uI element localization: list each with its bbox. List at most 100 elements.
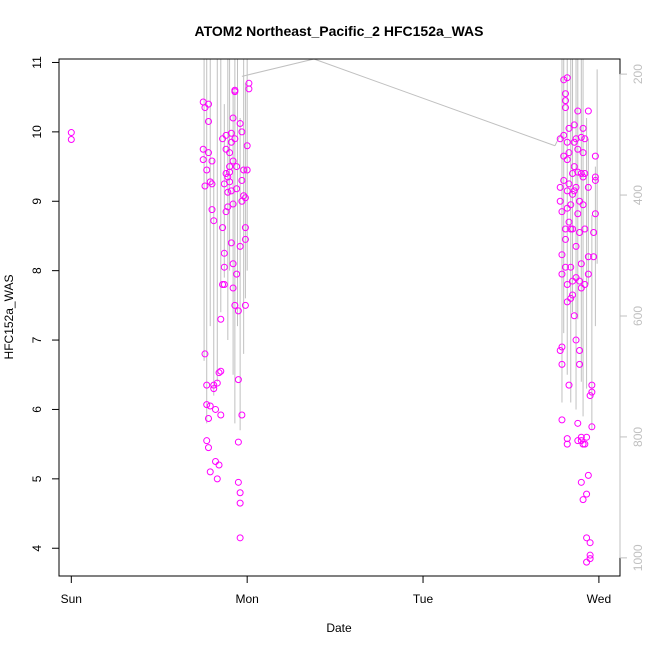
data-point — [579, 201, 587, 209]
data-point — [201, 182, 209, 190]
data-point — [203, 437, 211, 445]
data-point — [574, 107, 582, 115]
data-point — [563, 298, 571, 306]
data-point — [236, 242, 244, 250]
data-point — [581, 170, 589, 178]
data-point — [591, 210, 599, 218]
data-point — [234, 478, 242, 486]
y-axis-label: HFC152a_WAS — [2, 275, 16, 360]
data-point — [563, 204, 571, 212]
x-tick-label: Mon — [236, 592, 259, 606]
data-point — [565, 149, 573, 157]
x-axis-label: Date — [326, 621, 352, 635]
data-point — [233, 185, 241, 193]
data-point — [226, 178, 234, 186]
data-point — [581, 281, 589, 289]
data-point — [569, 225, 577, 233]
data-point — [224, 203, 232, 211]
data-point — [576, 197, 584, 205]
data-point — [222, 145, 230, 153]
data-point — [583, 433, 591, 441]
data-point — [219, 135, 227, 143]
data-point — [590, 253, 598, 261]
data-point — [563, 156, 571, 164]
data-point — [584, 471, 592, 479]
data-point — [558, 251, 566, 259]
data-point — [236, 499, 244, 507]
data-point — [563, 138, 571, 146]
data-point — [574, 437, 582, 445]
data-point — [199, 145, 207, 153]
secondary-line-segment — [241, 58, 315, 77]
data-point — [224, 173, 232, 181]
data-point — [579, 173, 587, 181]
data-point — [577, 478, 585, 486]
data-point — [586, 551, 594, 559]
data-points — [67, 74, 599, 566]
data-point — [569, 190, 577, 198]
data-point — [556, 135, 564, 143]
data-point — [226, 149, 234, 157]
data-point — [220, 281, 228, 289]
data-point — [229, 157, 237, 165]
data-point — [229, 200, 237, 208]
data-point — [234, 438, 242, 446]
data-point — [229, 284, 237, 292]
data-point — [572, 135, 580, 143]
data-point — [577, 170, 585, 178]
data-point — [206, 402, 214, 410]
data-point — [588, 388, 596, 396]
secondary-y-tick-label: 600 — [631, 306, 645, 326]
data-point — [561, 97, 569, 105]
data-point — [217, 315, 225, 323]
data-point — [210, 381, 218, 389]
data-point — [586, 539, 594, 547]
data-point — [240, 166, 248, 174]
data-point — [561, 90, 569, 98]
data-point — [584, 253, 592, 261]
data-point — [579, 124, 587, 132]
data-point — [574, 168, 582, 176]
data-point — [199, 156, 207, 164]
data-point — [558, 416, 566, 424]
data-point — [204, 149, 212, 157]
data-point — [560, 152, 568, 160]
data-point — [222, 170, 230, 178]
data-point — [583, 534, 591, 542]
data-point — [234, 376, 242, 384]
data-point — [208, 157, 216, 165]
data-point — [212, 405, 220, 413]
data-point — [204, 414, 212, 422]
data-point — [590, 228, 598, 236]
data-point — [577, 284, 585, 292]
y-tick-label: 6 — [30, 406, 44, 413]
data-point — [243, 166, 251, 174]
data-point — [215, 369, 223, 377]
data-point — [579, 149, 587, 157]
data-point — [233, 163, 241, 171]
secondary-line-segment — [313, 58, 556, 147]
data-point — [241, 235, 249, 243]
data-point — [203, 166, 211, 174]
data-point — [229, 114, 237, 122]
data-point — [227, 239, 235, 247]
x-tick-label: Sun — [61, 592, 82, 606]
data-point — [572, 242, 580, 250]
y-tick-label: 8 — [30, 267, 44, 274]
y-tick-label: 10 — [30, 125, 44, 139]
data-point — [567, 294, 575, 302]
data-point — [204, 444, 212, 452]
data-point — [558, 270, 566, 278]
data-point — [581, 135, 589, 143]
data-point — [567, 263, 575, 271]
data-point — [217, 411, 225, 419]
data-point — [208, 180, 216, 188]
data-point — [565, 124, 573, 132]
data-point — [591, 173, 599, 181]
data-point — [238, 128, 246, 136]
data-point — [231, 86, 239, 94]
data-point — [583, 558, 591, 566]
data-point — [215, 461, 223, 469]
data-point — [563, 281, 571, 289]
data-point — [572, 336, 580, 344]
